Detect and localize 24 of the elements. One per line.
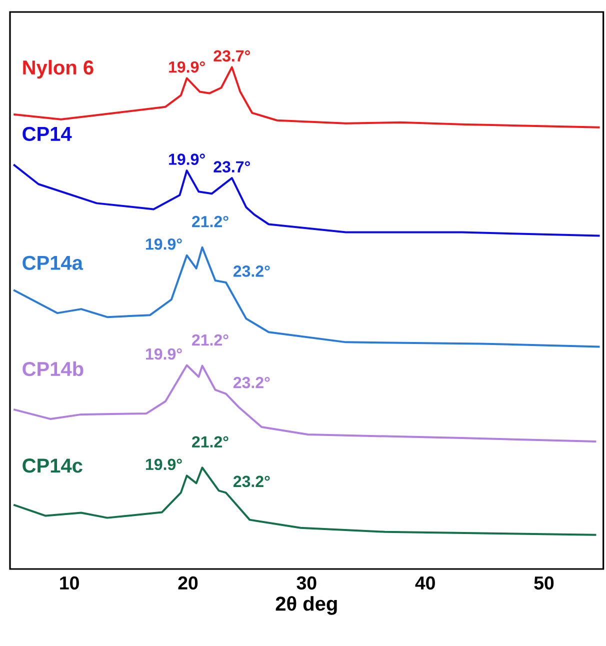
x-tick-label: 30 (296, 576, 316, 590)
annotation: 23.2° (233, 376, 270, 388)
series-label: CP14b (22, 361, 84, 376)
annotation: 19.9° (169, 154, 205, 165)
x-tick-label: 20 (178, 576, 198, 590)
x-tick-label: 10 (60, 576, 79, 590)
series-label: Nylon 6 (23, 60, 94, 79)
annotation: 19.9° (146, 348, 182, 360)
series-label: CP14a (22, 256, 84, 270)
annotation: 23.2° (233, 266, 270, 277)
annotation: 19.9° (169, 61, 205, 73)
x-tick-label: 50 (534, 576, 554, 590)
x-axis-title: 2θ deg (276, 596, 337, 615)
annotation: 19.9° (146, 458, 182, 470)
series-label: CP14c (22, 458, 82, 473)
annotation: 21.2° (192, 436, 228, 448)
annotation: 23.7° (214, 161, 250, 173)
annotation: 21.2° (192, 216, 228, 228)
x-tick-label: 40 (415, 576, 435, 590)
annotation: 23.7° (214, 50, 250, 62)
annotation: 19.9° (146, 238, 182, 250)
series-label: CP14 (22, 126, 72, 142)
annotation: 23.2° (233, 476, 270, 488)
annotation: 21.2° (192, 334, 228, 346)
